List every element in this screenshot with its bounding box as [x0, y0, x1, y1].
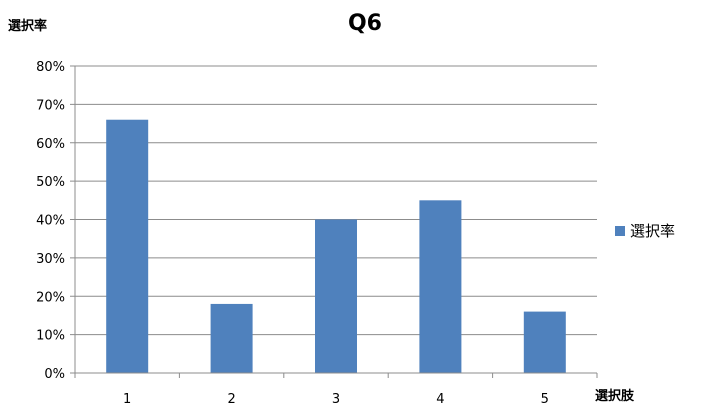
y-tick-label: 50%: [36, 175, 65, 190]
x-tick-label: 5: [541, 392, 549, 407]
y-tick-label: 0%: [44, 367, 65, 382]
y-tick-label: 30%: [36, 252, 65, 267]
y-axis-label: 選択率: [8, 18, 47, 34]
bars: [106, 119, 566, 373]
x-tick-label: 3: [332, 392, 340, 407]
y-tick-label: 20%: [36, 290, 65, 305]
chart-title: Q6: [348, 11, 382, 36]
x-tick-label: 1: [123, 392, 131, 407]
bar-3: [315, 219, 357, 373]
legend-label: 選択率: [630, 222, 675, 240]
axes: 0% 10% 20% 30% 40% 50% 60% 70% 80% 1 2 3 4 5: [36, 60, 598, 407]
y-tick-label: 10%: [36, 329, 65, 344]
y-tick-label: 80%: [36, 60, 65, 75]
bar-1: [106, 119, 149, 373]
legend: 選択率: [615, 222, 675, 240]
bar-4: [419, 200, 462, 373]
y-tick-label: 60%: [36, 137, 65, 152]
legend-swatch: [615, 226, 625, 236]
x-tick-label: 4: [436, 392, 444, 407]
y-tick-label: 40%: [36, 214, 65, 229]
bar-2: [210, 303, 253, 373]
bar-5: [523, 311, 566, 373]
x-tick-label: 2: [227, 392, 235, 407]
y-tick-label: 70%: [36, 98, 65, 113]
x-axis-label: 選択肢: [595, 388, 635, 404]
